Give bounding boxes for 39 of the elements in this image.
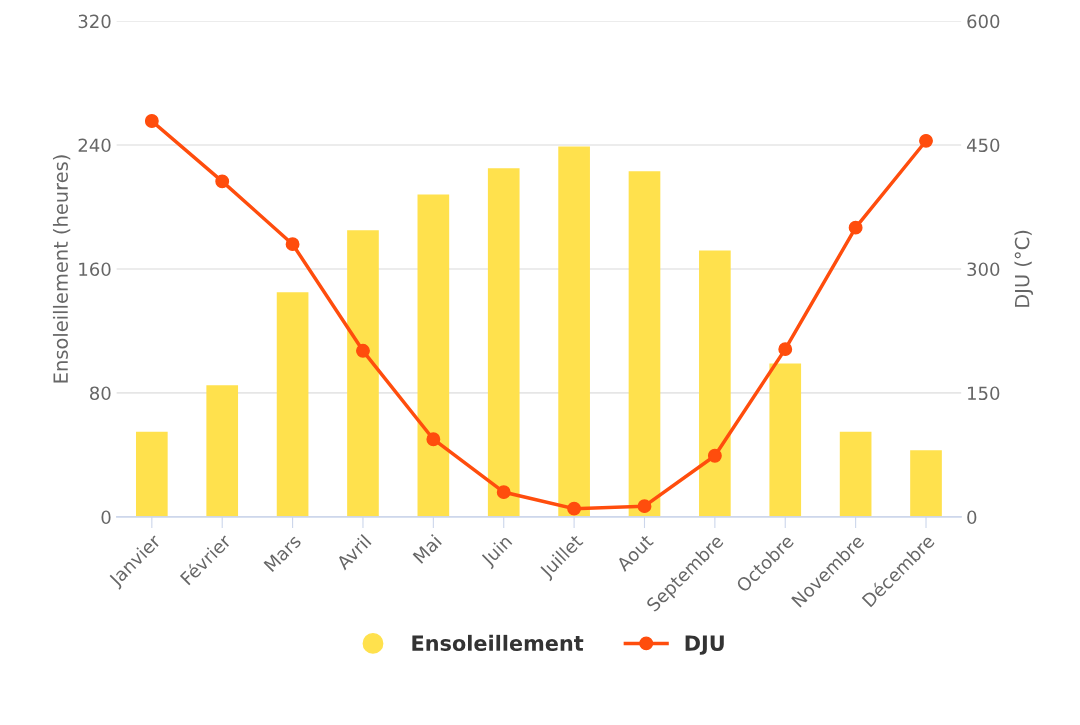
point xyxy=(778,342,793,357)
point xyxy=(144,114,159,128)
y2-tick-label: 0 xyxy=(967,510,977,525)
x-tick-label: Mai xyxy=(412,534,443,564)
y2-tick-label: 150 xyxy=(968,386,1000,401)
y2-tick-label: 300 xyxy=(967,262,1000,277)
point xyxy=(215,174,230,189)
y-tick-label: 80 xyxy=(90,386,111,401)
point xyxy=(919,133,933,148)
bar xyxy=(487,168,520,517)
legend-label: Ensoleillement xyxy=(412,634,584,651)
point xyxy=(848,220,863,235)
legend-label: DJU xyxy=(685,635,724,655)
bar xyxy=(699,250,731,517)
point xyxy=(426,432,441,447)
bar xyxy=(628,171,661,517)
y-tick-label: 0 xyxy=(101,510,111,525)
y2-tick-label: 450 xyxy=(966,138,1000,153)
y-tick-label: 320 xyxy=(78,14,111,29)
point xyxy=(285,237,300,252)
y-tick-label: 160 xyxy=(79,262,111,277)
bar xyxy=(417,194,450,517)
point xyxy=(707,448,722,463)
point xyxy=(496,485,511,500)
y2-axis-title: DJU (°C) xyxy=(1014,230,1034,307)
y-axis-title: Ensoleillement (heures) xyxy=(52,155,71,383)
point xyxy=(637,499,652,514)
bar xyxy=(206,385,239,517)
bar xyxy=(910,450,942,517)
bar xyxy=(558,146,590,517)
point xyxy=(567,501,582,516)
point xyxy=(356,343,370,358)
bar xyxy=(135,431,168,517)
bar xyxy=(347,230,379,517)
y-tick-label: 240 xyxy=(78,138,111,153)
y2-tick-label: 600 xyxy=(967,14,1000,29)
bar xyxy=(276,292,309,517)
bar xyxy=(839,431,872,517)
bar xyxy=(769,363,802,517)
